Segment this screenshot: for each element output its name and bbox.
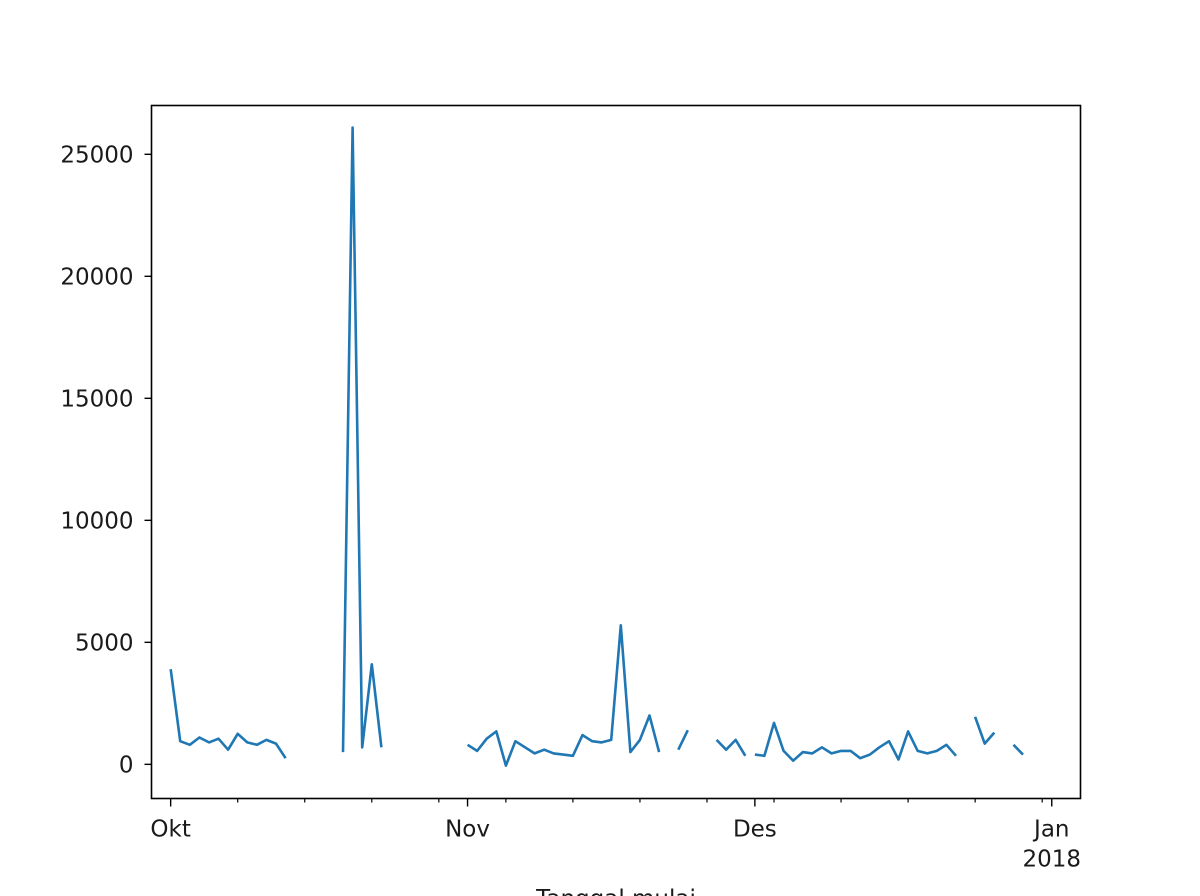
y-tick-label: 5000 (75, 630, 134, 656)
x-tick-label: Jan (1032, 817, 1069, 843)
series-layer (169, 126, 1024, 767)
series-line-segment (677, 729, 689, 751)
series-line-segment (754, 721, 957, 763)
y-tick-label: 25000 (60, 142, 133, 168)
series-line-segment (715, 738, 747, 757)
x-axis-label: Tanggal mulai (535, 886, 696, 896)
plot-frame (150, 104, 1082, 800)
x-axis: Okt Nov Des Jan 2018 (150, 798, 1081, 873)
x-tick-label: Nov (445, 817, 490, 843)
y-tick-label: 10000 (60, 508, 133, 534)
x-tick-label: Okt (150, 817, 190, 843)
y-axis: 0 5000 10000 15000 20000 25000 (60, 142, 152, 778)
y-tick-label: 0 (119, 752, 134, 778)
y-tick-label: 20000 (60, 264, 133, 290)
series-line-segment (1012, 743, 1024, 756)
x-tick-label: Des (733, 817, 777, 843)
x-tick-sublabel: 2018 (1022, 847, 1081, 873)
y-tick-label: 15000 (60, 386, 133, 412)
